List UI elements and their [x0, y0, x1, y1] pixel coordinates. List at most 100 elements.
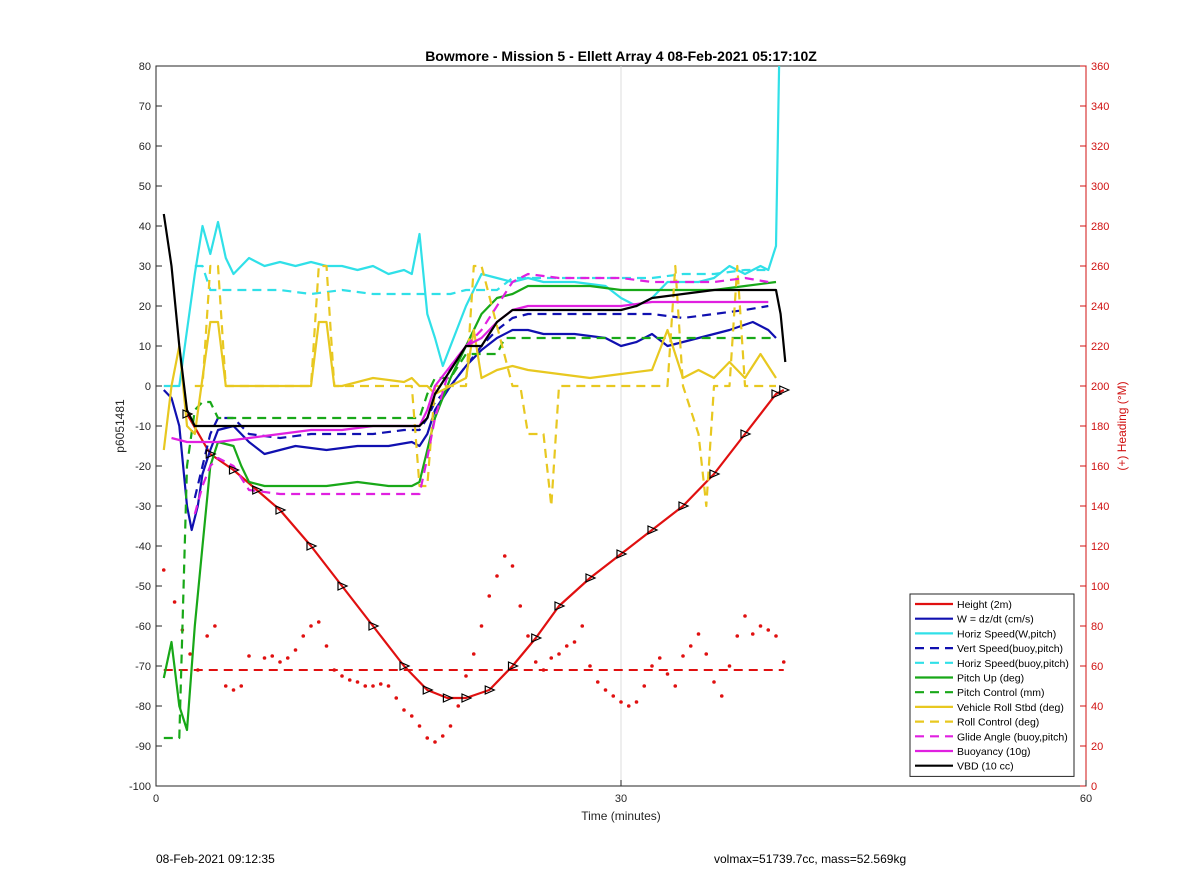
height-marker [461, 693, 473, 703]
height-marker [442, 693, 454, 703]
height-marker [228, 465, 240, 475]
x-tick-label: 60 [1080, 793, 1092, 805]
heading-dot [603, 688, 608, 692]
legend-entry: Horiz Speed(buoy,pitch) [957, 658, 1069, 670]
series-line [194, 264, 776, 508]
heading-dot [626, 704, 631, 708]
y2-tick-label: 320 [1091, 141, 1109, 153]
height-marker [554, 601, 566, 611]
legend-entry: Glide Angle (buoy,pitch) [957, 731, 1068, 743]
heading-dot [533, 660, 538, 664]
height-marker [306, 541, 318, 551]
series-line [163, 336, 776, 740]
legend-entry: Roll Control (deg) [957, 717, 1039, 729]
y2-tick-label: 140 [1091, 501, 1109, 513]
heading-dot [213, 624, 217, 628]
heading-dot [425, 736, 430, 740]
y-tick-label: -10 [135, 421, 151, 433]
y2-tick-label: 240 [1091, 301, 1109, 313]
heading-dot [774, 634, 778, 638]
height-marker [399, 661, 411, 671]
heading-dot [316, 620, 321, 624]
heading-dot [433, 740, 437, 744]
heading-dot [440, 734, 445, 738]
heading-dot [340, 674, 344, 678]
y-tick-label: -80 [135, 701, 151, 713]
y-tick-label: 20 [139, 301, 151, 313]
heading-dot [766, 628, 771, 632]
heading-dot [332, 668, 337, 672]
heading-dot [549, 656, 554, 660]
heading-dot [595, 680, 600, 684]
heading-dot [557, 652, 561, 656]
heading-dot [619, 700, 623, 704]
heading-dot [650, 664, 654, 668]
legend-entry: W = dz/dt (cm/s) [957, 614, 1034, 626]
y2-axis-label: (+) Heading (°M) [1115, 381, 1129, 470]
y-tick-label: -40 [135, 541, 151, 553]
y-tick-label: 80 [139, 61, 151, 73]
heading-dot [223, 684, 228, 688]
heading-dot [611, 694, 616, 698]
y2-tick-label: 120 [1091, 541, 1109, 553]
left-axis: -100-90-80-70-60-50-40-30-20-10010203040… [129, 61, 162, 793]
heading-dot [239, 684, 244, 688]
y2-tick-label: 300 [1091, 181, 1109, 193]
x-tick-label: 0 [153, 793, 159, 805]
series-layer [161, 65, 787, 744]
heading-dot [378, 682, 383, 686]
legend-box [909, 593, 1075, 777]
heading-dot [231, 688, 236, 692]
height-marker [678, 501, 690, 511]
y-tick-label: 50 [139, 181, 151, 193]
heading-dot [495, 574, 499, 578]
height-marker [709, 469, 721, 479]
heading-dot [719, 694, 724, 698]
y2-tick-label: 60 [1091, 661, 1103, 673]
heading-dot [487, 594, 492, 598]
heading-dot [270, 654, 275, 658]
y2-tick-label: 160 [1091, 461, 1109, 473]
heading-dot [355, 680, 360, 684]
heading-dot [479, 624, 484, 628]
heading-dot [588, 664, 592, 668]
heading-dot [456, 704, 461, 708]
series-line [163, 320, 777, 532]
footer-timestamp: 08-Feb-2021 09:12:35 [156, 852, 275, 866]
heading-dot [564, 644, 569, 648]
y-tick-label: 10 [139, 341, 151, 353]
chart-title: Bowmore - Mission 5 - Ellett Array 4 08-… [425, 48, 817, 64]
y-tick-label: 60 [139, 141, 151, 153]
y-axis-label: p6051481 [113, 399, 127, 453]
height-marker [647, 525, 659, 535]
heading-dot [464, 674, 468, 678]
legend-entry: Pitch Up (deg) [957, 673, 1024, 685]
x-tick-label: 30 [615, 793, 627, 805]
y-tick-label: 30 [139, 261, 151, 273]
y-tick-label: -30 [135, 501, 151, 513]
heading-dot [518, 604, 523, 608]
heading-dot [743, 614, 747, 618]
height-marker [740, 429, 752, 439]
heading-dot [293, 648, 298, 652]
heading-dot [510, 564, 515, 568]
y-tick-label: -70 [135, 661, 151, 673]
y-tick-label: 70 [139, 101, 151, 113]
heading-dot [394, 696, 399, 700]
height-marker [422, 685, 434, 695]
heading-dot [161, 568, 166, 572]
y2-tick-label: 280 [1091, 221, 1109, 233]
heading-dot [781, 660, 786, 664]
heading-dot [188, 652, 192, 656]
heading-dot [572, 640, 577, 644]
heading-dot [172, 600, 177, 604]
heading-dot [417, 724, 422, 728]
y2-tick-label: 220 [1091, 341, 1109, 353]
heading-dot [580, 624, 585, 628]
y2-tick-label: 40 [1091, 701, 1103, 713]
height-marker [182, 409, 194, 419]
y2-tick-label: 100 [1091, 581, 1109, 593]
heading-dot [727, 664, 732, 668]
heading-dot [262, 656, 267, 660]
markers-layer [182, 385, 791, 703]
